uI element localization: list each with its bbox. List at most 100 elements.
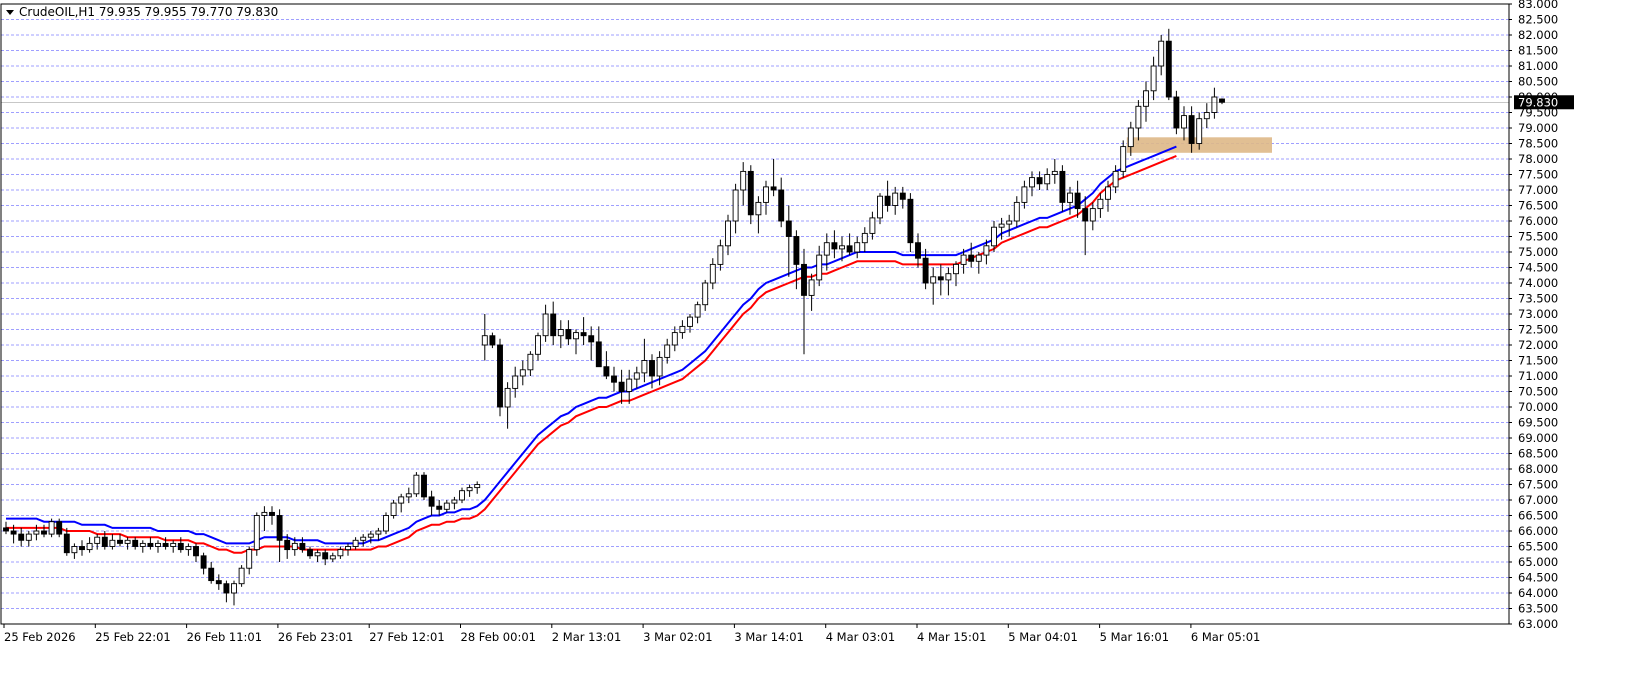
candle [687, 314, 693, 333]
candle-body [443, 502, 450, 510]
candle [284, 534, 291, 559]
candle-body [542, 313, 549, 337]
candle [1120, 140, 1127, 178]
candle [869, 211, 876, 240]
candle [147, 537, 154, 550]
ma-line-blue [6, 145, 1177, 545]
x-tick-label: 5 Mar 16:01 [1100, 630, 1169, 644]
candle [732, 183, 739, 234]
candle [573, 329, 579, 355]
candle-body [907, 198, 914, 244]
candle-body [86, 542, 93, 551]
chart-title: CrudeOIL,H1 79.935 79.955 79.770 79.830 [19, 5, 278, 19]
candle [588, 326, 595, 361]
time-axis[interactable]: 25 Feb 2026 25 Feb 22:01 26 Feb 11:01 26 Fe… [3, 624, 1260, 644]
candle [846, 233, 853, 256]
candle-body [1036, 177, 1043, 185]
y-tick-label: 76.000 [1518, 214, 1558, 228]
candle-body [1188, 115, 1195, 144]
y-tick-label: 63.000 [1518, 617, 1558, 631]
candle-body [1158, 40, 1165, 67]
candle-body [383, 515, 389, 532]
candle [626, 369, 633, 404]
candle [816, 245, 823, 287]
candle-body [10, 530, 17, 535]
candle [1021, 180, 1028, 209]
candle-body [930, 276, 937, 284]
candle [352, 537, 359, 550]
candle [1059, 165, 1066, 212]
candle [861, 227, 868, 252]
candle-body [352, 539, 359, 547]
candle-body [664, 344, 671, 358]
candle [1082, 196, 1089, 256]
candle [595, 326, 602, 368]
candle [618, 369, 625, 404]
candle [200, 552, 207, 575]
candle-body [694, 304, 701, 318]
candle [664, 338, 671, 364]
candle [649, 354, 655, 389]
candle [109, 534, 116, 550]
candle-body [481, 335, 488, 346]
candle-body [139, 542, 146, 547]
candle [542, 304, 549, 342]
y-tick-label: 68.500 [1518, 447, 1558, 461]
candle [671, 326, 678, 352]
candle [41, 524, 47, 538]
candle-body [155, 542, 161, 547]
y-tick-label: 73.500 [1518, 292, 1558, 306]
y-tick-label: 75.500 [1518, 230, 1558, 244]
candle-body [1089, 208, 1096, 222]
candle-body [436, 505, 443, 510]
candle [801, 248, 807, 355]
candle-body [550, 313, 557, 337]
candle-body [3, 527, 9, 532]
y-tick-label: 77.000 [1518, 183, 1558, 197]
candle-body [1051, 170, 1058, 175]
candle-body [998, 223, 1005, 228]
candle-body [725, 220, 731, 247]
candle [763, 180, 769, 215]
candle-body [770, 186, 777, 191]
candle-body [223, 583, 230, 594]
x-tick-label: 27 Feb 12:01 [369, 630, 444, 644]
candle [481, 314, 488, 361]
candle [398, 493, 405, 513]
candle [656, 351, 663, 386]
candle-body [147, 542, 154, 547]
candle-body [1044, 174, 1051, 185]
candle-body [185, 546, 192, 551]
candle-body [276, 515, 283, 541]
dropdown-triangle-icon[interactable] [6, 10, 14, 15]
candle [785, 205, 792, 277]
candle [314, 549, 321, 562]
candle [101, 531, 108, 550]
x-tick-label: 5 Mar 04:01 [1008, 630, 1077, 644]
candle-body [1143, 90, 1149, 107]
candle-body [588, 335, 595, 343]
candle-body [740, 170, 747, 191]
candle [504, 382, 511, 429]
candle-body [953, 263, 959, 275]
candle-body [299, 542, 306, 551]
candle-body [269, 511, 275, 516]
candle-body [405, 493, 412, 498]
y-tick-label: 73.000 [1518, 307, 1558, 321]
candle [580, 317, 587, 345]
candle-body [63, 533, 70, 554]
ma-line-red [6, 154, 1177, 554]
candle-body [1112, 170, 1119, 188]
candle [238, 565, 245, 587]
candle [276, 509, 283, 562]
candle-body [1181, 115, 1187, 129]
candle-body [307, 549, 313, 557]
candle [367, 531, 374, 544]
candle [747, 165, 754, 225]
candle [215, 574, 222, 590]
candle-body [732, 189, 739, 222]
y-tick-label: 72.500 [1518, 323, 1558, 337]
